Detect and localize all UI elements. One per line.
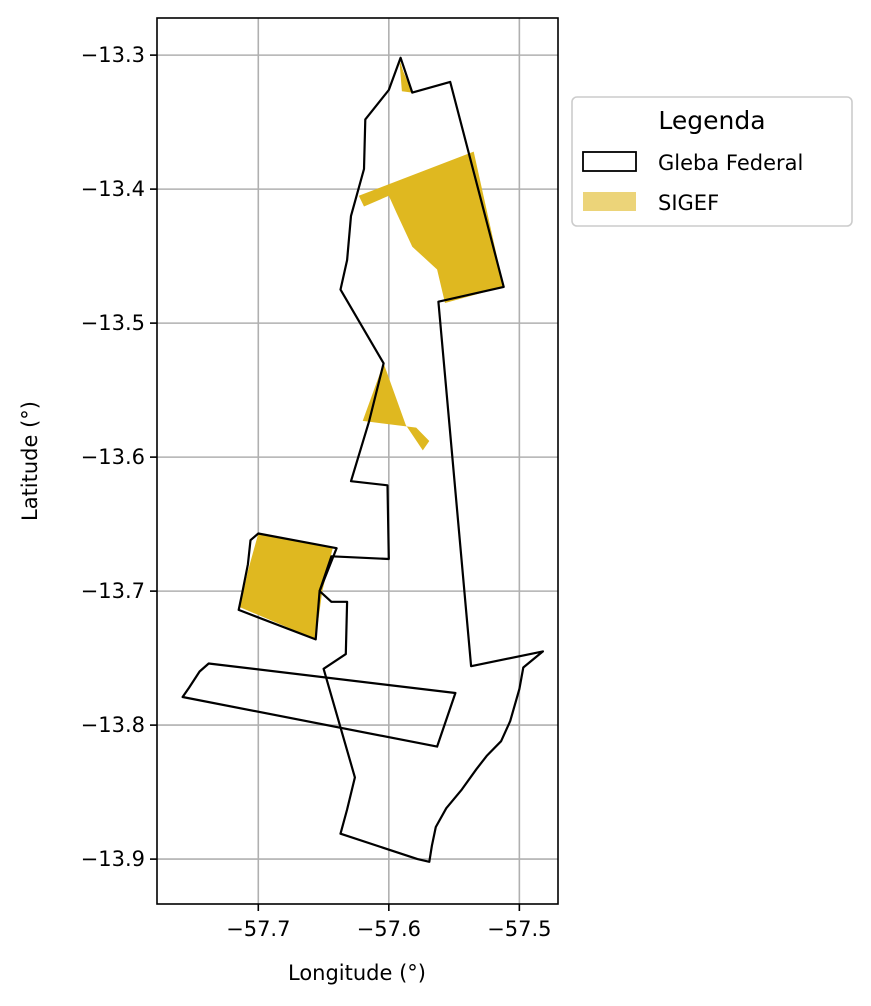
- plot-frame: [156, 17, 559, 905]
- x-tick-label: −57.5: [487, 917, 551, 941]
- y-tick-label: −13.9: [81, 847, 145, 871]
- legend-swatch-gleba-federal: [582, 151, 637, 172]
- y-axis: −13.3 −13.4 −13.5 −13.6 −13.7 −13.8 −13.9: [81, 43, 157, 871]
- x-tick-label: −57.6: [357, 917, 421, 941]
- y-tick-label: −13.4: [81, 177, 145, 201]
- gleba-federal-boundary: [237, 532, 338, 641]
- sigef-parcel: [240, 533, 333, 640]
- sigef-parcel: [362, 363, 430, 451]
- sigef-layer: [240, 59, 504, 640]
- gleba-federal-boundary: [181, 662, 457, 748]
- legend-box: [571, 96, 853, 227]
- y-axis-title: Latitude (°): [18, 401, 42, 521]
- grid-layer: [157, 18, 558, 904]
- x-tick-label: −57.7: [226, 917, 290, 941]
- x-axis: −57.7 −57.6 −57.5: [226, 904, 552, 941]
- y-tick-label: −13.3: [81, 43, 145, 67]
- y-tick-label: −13.8: [81, 713, 145, 737]
- sigef-parcel: [399, 59, 413, 93]
- legend-label-sigef: SIGEF: [658, 191, 719, 215]
- legend-title: Legenda: [658, 106, 765, 135]
- y-tick-label: −13.5: [81, 311, 145, 335]
- gleba-federal-boundary: [318, 56, 545, 863]
- plot-area: [156, 17, 559, 905]
- legend: Legenda Gleba Federal SIGEF: [571, 96, 853, 227]
- gleba-federal-layer: [181, 56, 545, 863]
- y-tick-label: −13.7: [81, 579, 145, 603]
- x-axis-title: Longitude (°): [288, 961, 426, 985]
- legend-label-gleba-federal: Gleba Federal: [658, 151, 803, 175]
- legend-swatch-sigef: [583, 192, 636, 211]
- sigef-parcel: [358, 151, 504, 303]
- y-tick-label: −13.6: [81, 445, 145, 469]
